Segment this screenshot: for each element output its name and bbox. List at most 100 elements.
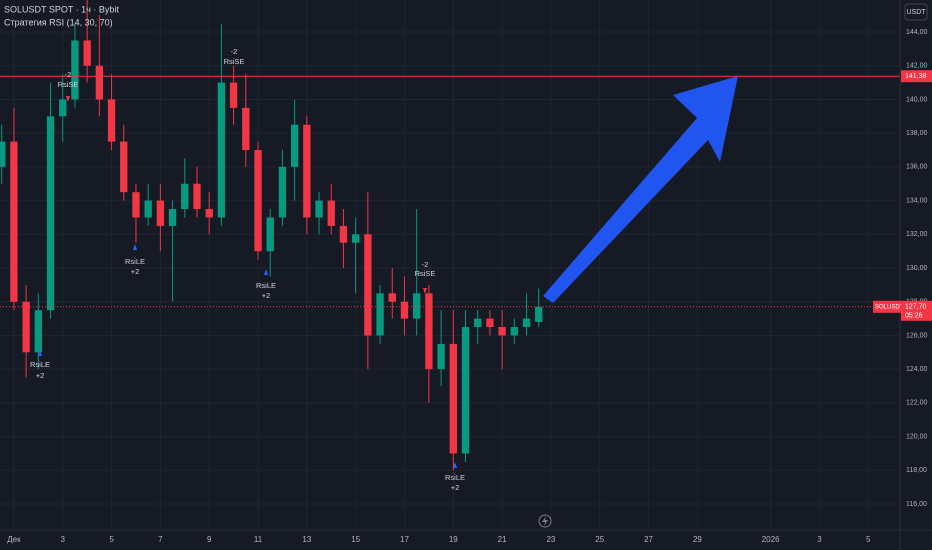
x-tick-label: 29 [693,535,702,544]
candle-body [425,293,433,370]
y-tick-label: 130,00 [906,265,928,272]
candle-body [400,301,409,319]
x-tick-label: 3 [817,535,822,544]
symbol-label: SOLUSDT [875,304,904,310]
candle-body [388,293,396,302]
x-tick-label: 11 [254,535,263,544]
signal-name: RsiSE [415,269,436,278]
signal-name: RsiLE [445,473,465,482]
x-tick-label: 27 [644,535,653,544]
hline-label-box [901,70,932,83]
candle-body [0,141,6,167]
signal-qty: -2 [231,47,238,56]
y-tick-label: 122,00 [906,400,928,407]
candle-body [510,327,518,336]
signal-qty: +2 [262,291,271,300]
candle-body [193,183,201,210]
candle-body [449,343,457,454]
x-tick-label: 25 [595,535,604,544]
y-tick-label: 132,00 [906,231,928,238]
event-icon[interactable] [538,514,552,528]
y-tick-label: 134,00 [906,197,928,204]
hline-label: 141,38 [905,73,927,80]
candle-body [46,116,55,311]
candle-body [376,293,384,336]
y-tick-label: 120,00 [906,433,928,440]
candle-body [266,217,274,252]
candle-body [156,200,165,226]
x-tick-label: Дек [7,535,21,544]
y-tick-label: 118,00 [906,467,927,474]
signal-arrow [453,462,457,468]
x-tick-label: 21 [498,535,507,544]
candle-body [474,318,482,328]
currency-button[interactable] [904,3,928,21]
signal-name: RsiLE [125,257,145,266]
x-tick-label: 5 [109,535,114,544]
candle-body [522,318,531,328]
signal-qty: -2 [65,70,72,79]
candle-body [437,343,445,370]
symbol-label-box [873,300,901,313]
signal-name: RsiSE [224,57,245,66]
candle-body [144,200,152,218]
candle-body [535,306,543,322]
currency-label[interactable]: USDT [906,9,926,16]
x-tick-label: 23 [546,535,555,544]
y-tick-label: 136,00 [906,164,928,171]
x-tick-label: 17 [400,535,409,544]
y-tick-label: 116,00 [906,501,927,508]
candle-body [242,107,250,151]
signal-name: RsiLE [256,281,276,290]
x-tick-label: 5 [866,535,871,544]
signal-arrow [423,288,427,294]
signal-arrow [133,244,137,250]
candle-body [254,150,262,252]
candle-body [132,192,140,218]
x-tick-label: 7 [158,535,163,544]
event-icon [542,516,548,526]
x-tick-label: 9 [207,535,212,544]
candle-body [351,234,360,243]
x-tick-label: 15 [351,535,360,544]
y-tick-label: 142,00 [906,63,928,70]
candle-body [327,200,335,226]
chart-subtitle: Стратегия RSI (14, 30, 70) [4,17,113,27]
x-tick-label: 13 [302,535,311,544]
signal-arrow [264,269,268,275]
countdown-label: 05:26 [905,313,923,320]
signal-name: RsiLE [30,360,50,369]
candle-body [120,141,128,193]
last-price-label: 127,70 [905,304,927,311]
signal-qty: +2 [36,371,45,380]
signal-qty: +2 [131,267,140,276]
y-tick-label: 126,00 [906,332,928,339]
last-price-box [901,300,932,321]
x-tick-label: 2026 [762,535,780,544]
grid [0,0,900,530]
candle-body [486,318,494,328]
signal-qty: -2 [422,260,429,269]
drawn-arrow[interactable] [543,76,738,303]
signal-qty: +2 [451,483,460,492]
x-tick-label: 3 [61,535,66,544]
candle-body [10,141,18,302]
signal-arrow [38,350,42,356]
candle-body [290,124,299,167]
axis-labels: 116,00118,00120,00122,00124,00126,00128,… [7,29,932,544]
signal-arrow [66,96,70,102]
candle-body [278,166,287,218]
y-tick-label: 144,00 [906,29,928,36]
plot [0,0,900,471]
candle-body [107,99,116,142]
candle-body [205,209,213,218]
signal-arrow [233,92,237,98]
candle-body [83,40,91,66]
y-tick-label: 138,00 [906,130,928,137]
candle-body [95,65,104,100]
candle-body [315,200,323,218]
candle-body [59,99,67,117]
candle-body [413,293,421,319]
